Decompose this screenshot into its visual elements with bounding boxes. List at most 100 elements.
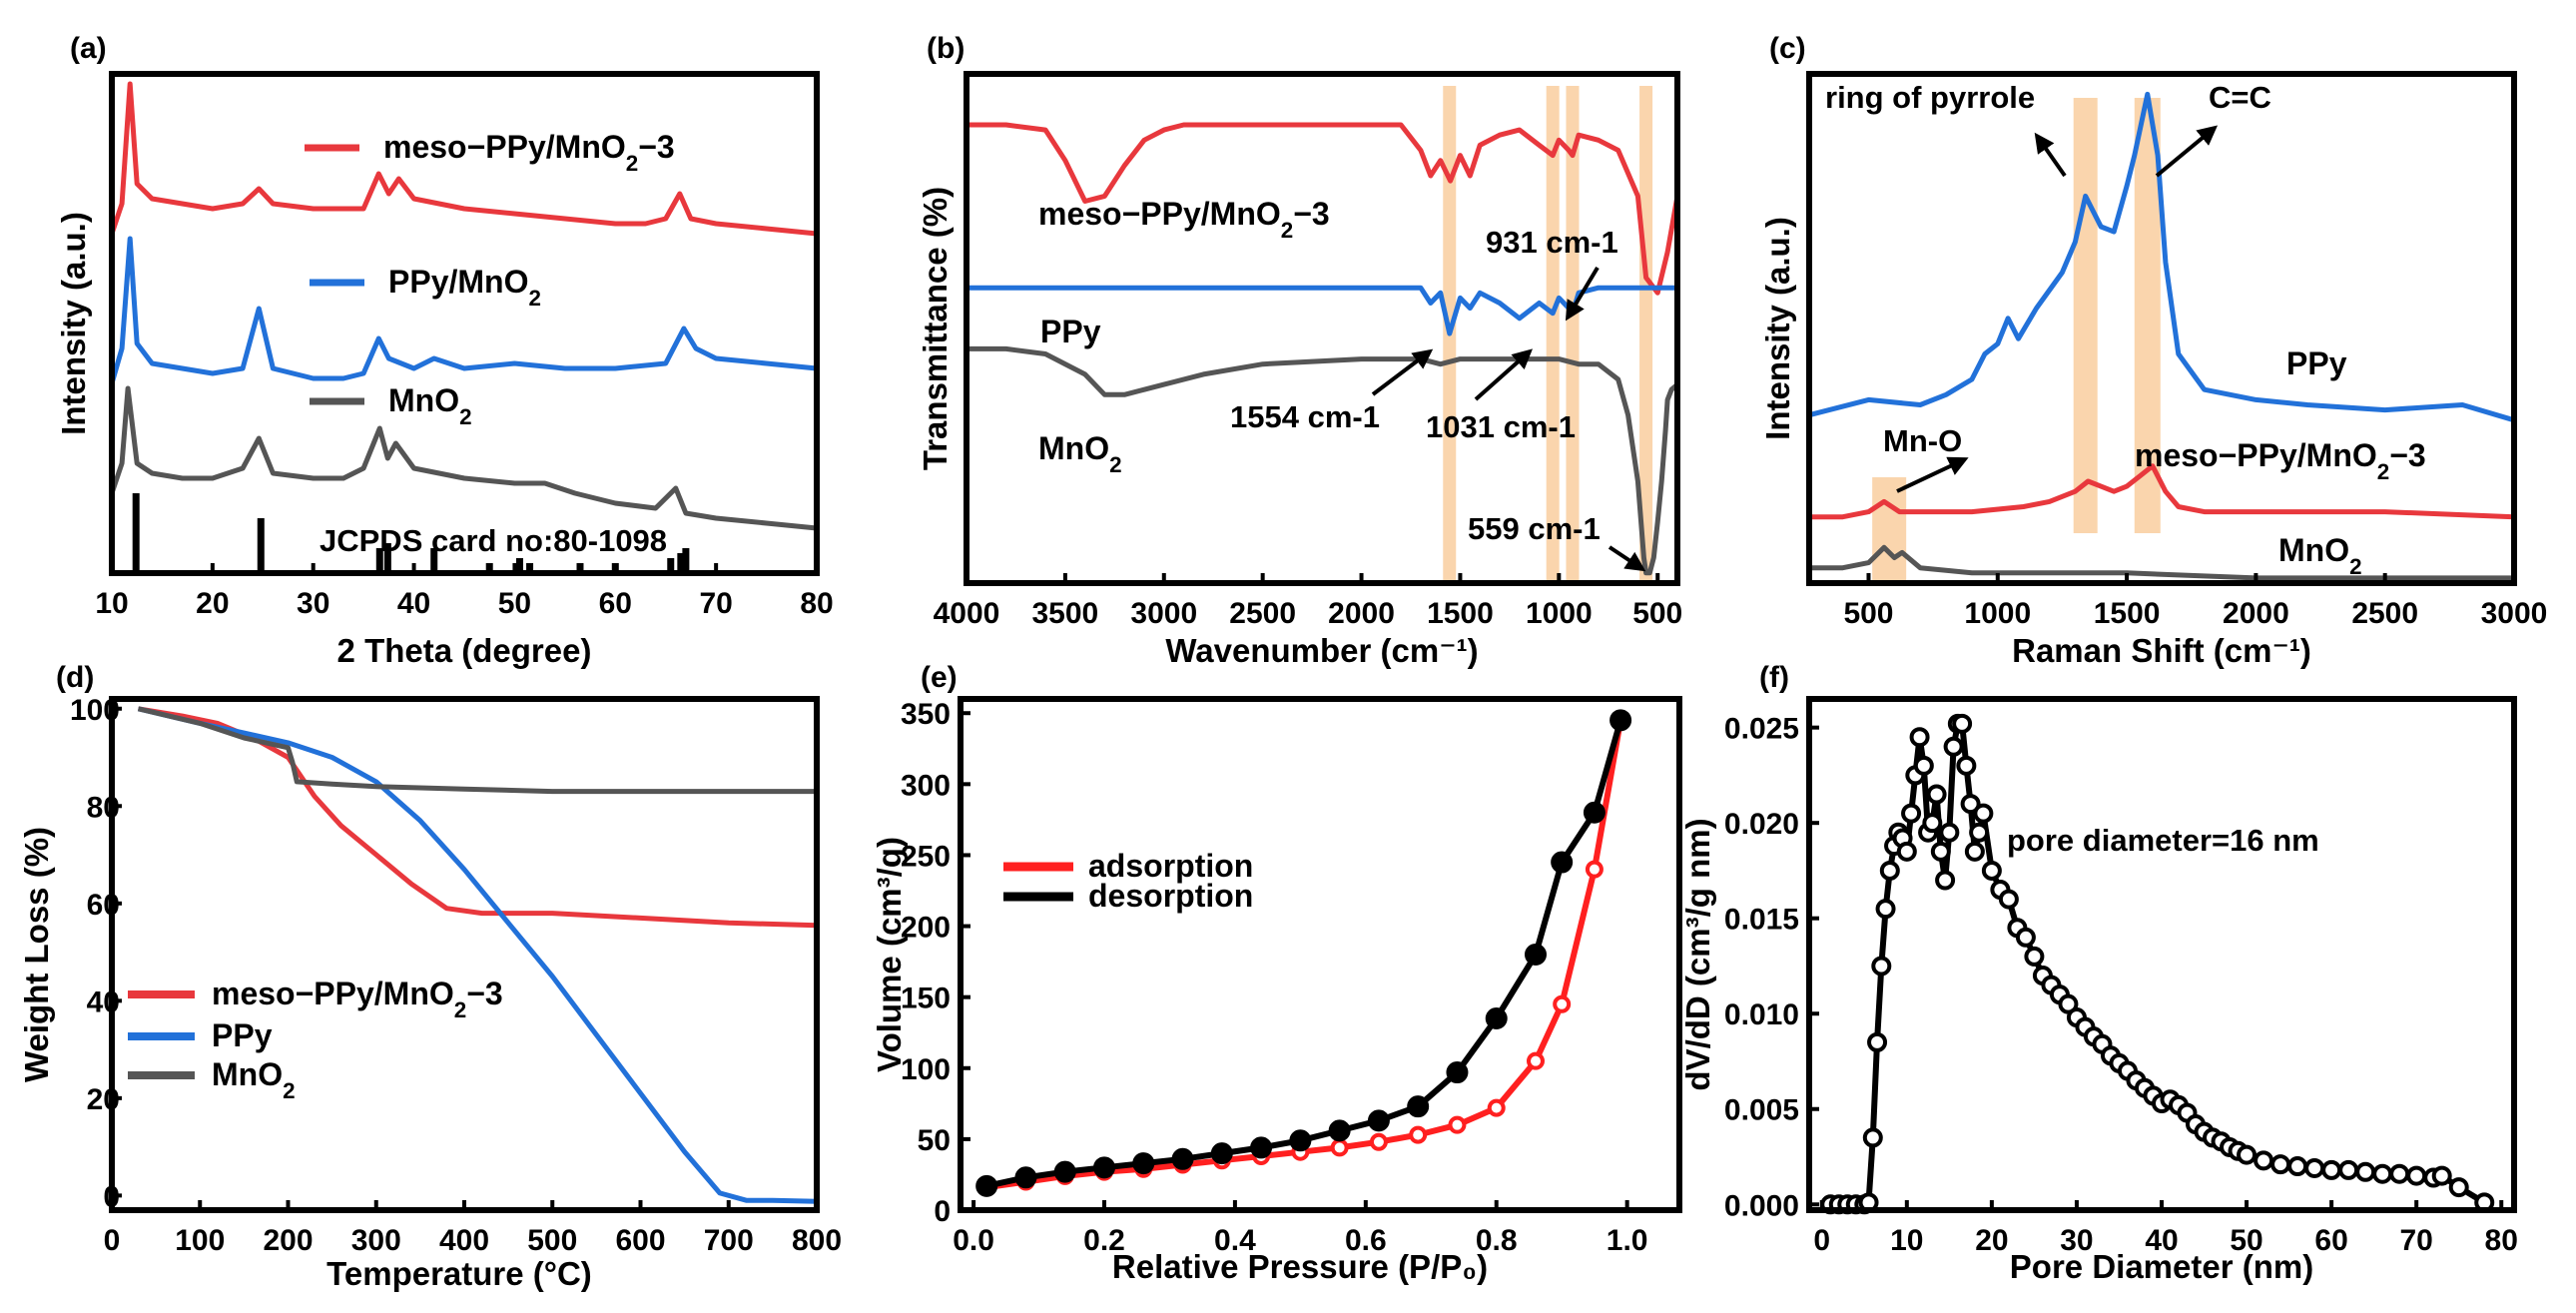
tga-series-0 (138, 706, 818, 929)
isotherm-point (1369, 1132, 1388, 1151)
series-label: MnO2 (2278, 532, 2362, 579)
panel-a-label: (a) (70, 32, 107, 65)
ftir-series-2 (966, 345, 1679, 576)
pore-distribution-point (2448, 1177, 2469, 1198)
x-tick-label: 0.8 (1476, 1224, 1518, 1257)
isotherm-point (1171, 1147, 1194, 1170)
xrd-series-1 (109, 236, 818, 384)
x-tick-label: 70 (2399, 1224, 2432, 1257)
pore-distribution-point (1930, 841, 1951, 862)
isotherm-point (1132, 1152, 1155, 1175)
pore-distribution-point (2355, 1161, 2376, 1182)
x-tick-label: 50 (2230, 1224, 2262, 1257)
x-tick-label: 2000 (1328, 597, 1395, 630)
pore-distribution-point (1943, 736, 1964, 757)
x-axis-title: Raman Shift (cm⁻¹) (2012, 632, 2311, 669)
tga-series-1 (137, 706, 818, 1204)
pore-distribution-point (1939, 822, 1960, 843)
pore-distribution-point (2304, 1157, 2325, 1178)
x-axis-title: Wavenumber (cm⁻¹) (1165, 632, 1478, 669)
y-tick-label: 200 (901, 912, 951, 945)
pore-distribution-point (1956, 755, 1977, 776)
y-tick-label: 100 (901, 1053, 951, 1086)
x-tick-label: 200 (263, 1224, 313, 1257)
y-tick-label: 0.020 (1724, 808, 1799, 841)
x-axis-title: 2 Theta (degree) (337, 632, 592, 669)
y-tick-label: 0.005 (1724, 1094, 1799, 1127)
legend-label: PPy (212, 1017, 273, 1053)
isotherm-point (1407, 1095, 1430, 1118)
pore-distribution-point (2254, 1150, 2274, 1171)
series-label: MnO2 (1038, 430, 1122, 477)
x-tick-label: 600 (615, 1224, 665, 1257)
series-label: PPy (2286, 345, 2347, 381)
y-tick-label: 300 (901, 769, 951, 802)
isotherm-point (1014, 1166, 1037, 1189)
x-tick-label: 0.0 (953, 1224, 994, 1257)
x-axis-title: Pore Diameter (nm) (2010, 1248, 2313, 1285)
isotherm-point (1551, 851, 1574, 874)
isotherm-point (1553, 994, 1572, 1013)
raman-highlight-band (2073, 98, 2098, 533)
x-tick-label: 20 (1975, 1224, 2008, 1257)
pore-distribution-point (2372, 1163, 2393, 1184)
annotation-arrow (1474, 348, 1533, 401)
pore-distribution-point (1867, 1031, 1888, 1052)
x-tick-label: 1.0 (1607, 1224, 1648, 1257)
y-axis-title: Intensity (a.u.) (55, 212, 92, 435)
legend-label: desorption (1088, 878, 1253, 914)
y-tick-label: 80 (87, 791, 120, 824)
isotherm-point (1527, 1051, 1545, 1070)
y-tick-label: 0.000 (1724, 1189, 1799, 1222)
isotherm-point (1053, 1160, 1076, 1183)
pore-distribution-point (1935, 870, 1956, 891)
x-tick-label: 4000 (934, 597, 1000, 630)
pore-distribution-point (1964, 841, 1985, 862)
x-tick-label: 10 (95, 587, 128, 620)
annotation-arrow (1371, 348, 1434, 396)
pore-distribution-point (1879, 860, 1900, 881)
panel-a-frame (109, 71, 820, 576)
pore-distribution-point (2406, 1165, 2427, 1186)
isotherm-point (1485, 1007, 1508, 1029)
legend-label: MnO2 (212, 1056, 296, 1103)
x-tick-label: 1000 (1964, 597, 2031, 630)
pore-distribution-point (2270, 1154, 2291, 1175)
ftir-highlight-band (1546, 86, 1560, 583)
raman-series-2 (1809, 544, 2514, 581)
legend-label: MnO2 (388, 382, 472, 429)
y-tick-label: 50 (918, 1124, 951, 1157)
y-axis-title: Weight Loss (%) (18, 827, 55, 1082)
x-tick-label: 3000 (1130, 597, 1197, 630)
x-axis-title: Relative Pressure (P/P₀) (1112, 1248, 1488, 1285)
x-axis-title: Temperature (°C) (326, 1255, 592, 1292)
y-axis-title: Intensity (a.u.) (1759, 217, 1796, 440)
x-tick-label: 10 (1890, 1224, 1923, 1257)
pore-distribution-point (1952, 713, 1973, 734)
raman-series-0 (1808, 91, 2515, 423)
x-tick-label: 30 (297, 587, 329, 620)
isotherm-point (1210, 1142, 1233, 1165)
isotherm-point (1328, 1119, 1351, 1142)
y-tick-label: 0.015 (1724, 904, 1799, 937)
pore-distribution-point (2389, 1163, 2410, 1184)
raman-highlight-band (2134, 98, 2161, 533)
x-tick-label: 100 (175, 1224, 225, 1257)
panel-d-label: (d) (56, 661, 94, 694)
isotherm-point (1093, 1156, 1115, 1179)
annotation-pore-diameter: pore diameter=16 nm (2007, 823, 2319, 858)
annotation-arrow (1565, 266, 1600, 322)
isotherm-point (1446, 1061, 1469, 1084)
x-tick-label: 1000 (1526, 597, 1593, 630)
y-tick-label: 100 (70, 694, 120, 727)
pore-distribution-point (1913, 755, 1934, 776)
x-tick-label: 40 (397, 587, 430, 620)
pore-distribution-point (2431, 1165, 2452, 1186)
x-tick-label: 40 (2145, 1224, 2178, 1257)
pore-distribution-point (1926, 784, 1947, 805)
panel-e-frame (958, 696, 1682, 1213)
annotation-arrow (1896, 456, 1969, 493)
series-label: meso−PPy/MnO2−3 (1038, 196, 1330, 243)
pore-distribution-point (2321, 1159, 2342, 1180)
